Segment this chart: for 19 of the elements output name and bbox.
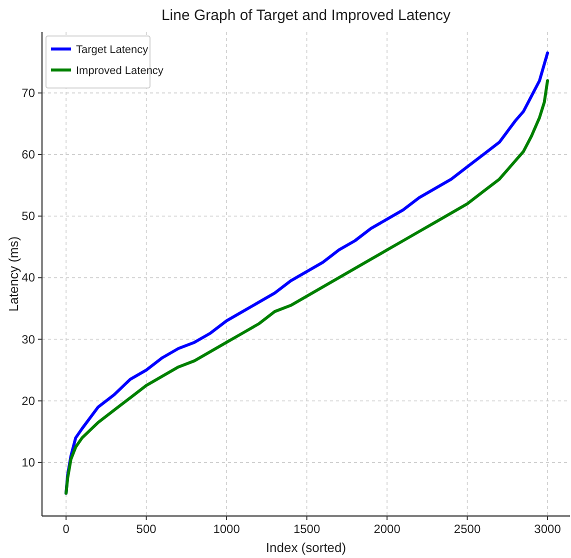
x-tick-label: 2500 [454,522,481,536]
chart-title: Line Graph of Target and Improved Latency [161,7,452,24]
x-axis-title: Index (sorted) [266,540,346,555]
legend-label: Target Latency [76,44,149,56]
x-tick-label: 3000 [534,522,562,536]
y-tick-label: 60 [22,148,36,162]
x-tick-label: 0 [62,522,70,536]
y-tick-label: 30 [22,332,36,346]
y-tick-label: 20 [22,394,36,408]
y-tick-label: 70 [22,86,36,100]
y-axis-title: Latency (ms) [6,236,21,312]
legend-label: Improved Latency [76,65,164,77]
x-tick-label: 1000 [213,522,240,536]
x-tick-label: 2000 [374,522,401,536]
y-tick-label: 40 [22,270,36,285]
y-tick-label: 50 [22,209,36,224]
x-tick-label: 500 [136,522,157,536]
y-tick-label: 10 [22,455,36,470]
x-tick-label: 1500 [293,522,320,536]
